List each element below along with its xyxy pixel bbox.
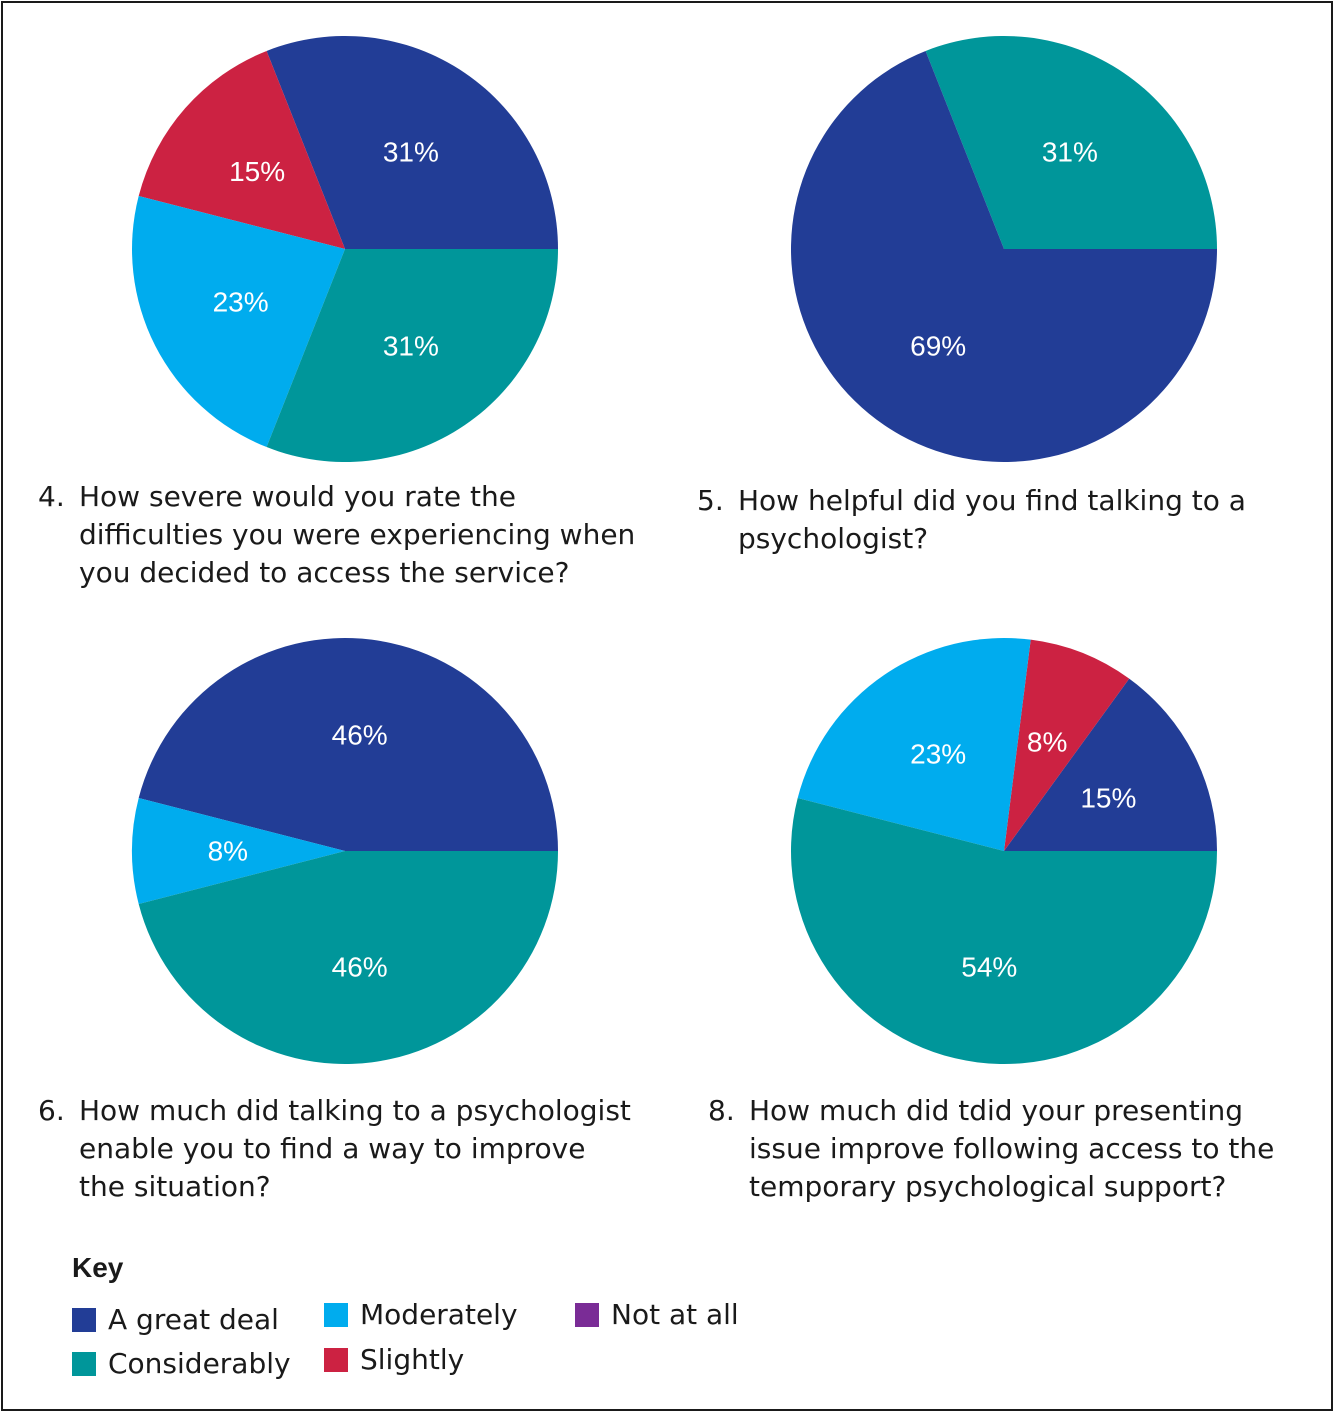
pie-data-label: 23% — [910, 739, 966, 770]
pie-slice-a-great-deal — [138, 638, 559, 851]
pie-slice-slightly — [1004, 639, 1130, 851]
question-5: 5. How helpful did you find talking to a… — [697, 482, 1246, 558]
legend-title: Key — [72, 1252, 124, 1283]
question-number: 8. — [708, 1094, 735, 1127]
pie-slice-considerably — [791, 798, 1217, 1064]
pie-data-label: 23% — [213, 287, 269, 318]
pie-slice-considerably — [266, 249, 558, 462]
legend-label: A great deal — [108, 1303, 279, 1336]
legend-swatch — [72, 1308, 96, 1332]
question-4: 4. How severe would you rate the difficu… — [38, 478, 635, 592]
question-text-line: How severe would you rate the — [79, 480, 516, 513]
pie-slice-moderately — [797, 638, 1031, 851]
pie-data-label: 46% — [332, 952, 388, 983]
legend-label: Considerably — [108, 1347, 291, 1380]
pie-slice-slightly — [138, 50, 345, 249]
question-text-line: enable you to find a way to improve — [79, 1132, 586, 1165]
pie-data-label: 69% — [910, 330, 966, 361]
question-number: 5. — [697, 484, 724, 517]
pie-data-label: 8% — [208, 836, 248, 867]
pie-slice-considerably — [925, 36, 1217, 249]
pie-chart-q6: 46% 8% 46% — [132, 638, 559, 1064]
pie-slice-moderately — [132, 798, 345, 904]
question-number: 6. — [38, 1094, 65, 1127]
legend-swatch — [72, 1352, 96, 1376]
pie-chart-q8: 15% 8% 23% 54% — [791, 638, 1217, 1064]
legend-swatch — [324, 1348, 348, 1372]
pie-data-label: 46% — [332, 719, 388, 750]
legend-swatch — [575, 1303, 599, 1327]
pie-data-label: 54% — [961, 952, 1017, 983]
question-text-line: How much did tdid your presenting — [749, 1094, 1244, 1127]
question-number: 4. — [38, 480, 65, 513]
legend-label: Not at all — [611, 1298, 739, 1331]
pie-data-label: 31% — [383, 137, 439, 168]
question-text-line: psychologist? — [738, 522, 929, 555]
pie-slice-considerably — [138, 851, 559, 1064]
legend-label: Moderately — [360, 1298, 518, 1331]
question-text-line: difficulties you were experiencing when — [79, 518, 636, 551]
legend-label: Slightly — [360, 1343, 465, 1376]
pie-data-label: 31% — [383, 330, 439, 361]
pie-chart-q5: 31% 69% — [791, 36, 1217, 463]
pie-slice-a-great-deal — [266, 36, 558, 249]
pie-data-label: 15% — [1080, 782, 1136, 813]
question-text-line: issue improve following access to the — [749, 1132, 1275, 1165]
question-8: 8. How much did tdid your presenting iss… — [708, 1092, 1274, 1206]
question-6: 6. How much did talking to a psychologis… — [38, 1092, 631, 1206]
question-text-line: the situation? — [79, 1170, 271, 1203]
pie-data-label: 31% — [1042, 137, 1098, 168]
question-text-line: temporary psychological support? — [749, 1170, 1227, 1203]
pie-data-label: 15% — [229, 156, 285, 187]
pie-slice-moderately — [132, 196, 345, 448]
pie-slice-a-great-deal — [791, 50, 1217, 463]
question-text-line: you decided to access the service? — [79, 556, 570, 589]
question-text-line: How much did talking to a psychologist — [79, 1094, 631, 1127]
pie-data-label: 8% — [1027, 727, 1067, 758]
pie-chart-q4: 31% 15% 23% 31% — [132, 36, 558, 462]
question-text-line: How helpful did you find talking to a — [738, 484, 1246, 517]
legend-swatch — [324, 1303, 348, 1327]
pie-slice-a-great-deal — [1004, 678, 1217, 851]
